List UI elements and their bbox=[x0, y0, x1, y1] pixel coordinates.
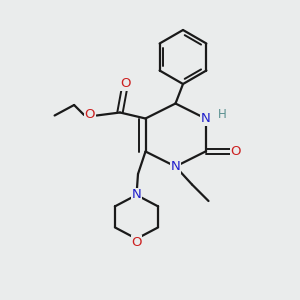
Text: O: O bbox=[230, 145, 241, 158]
Text: O: O bbox=[85, 107, 95, 121]
Text: H: H bbox=[218, 107, 226, 121]
Text: N: N bbox=[132, 188, 141, 202]
Text: O: O bbox=[121, 77, 131, 90]
Text: N: N bbox=[171, 160, 180, 173]
Text: O: O bbox=[131, 236, 142, 249]
Text: N: N bbox=[201, 112, 210, 125]
